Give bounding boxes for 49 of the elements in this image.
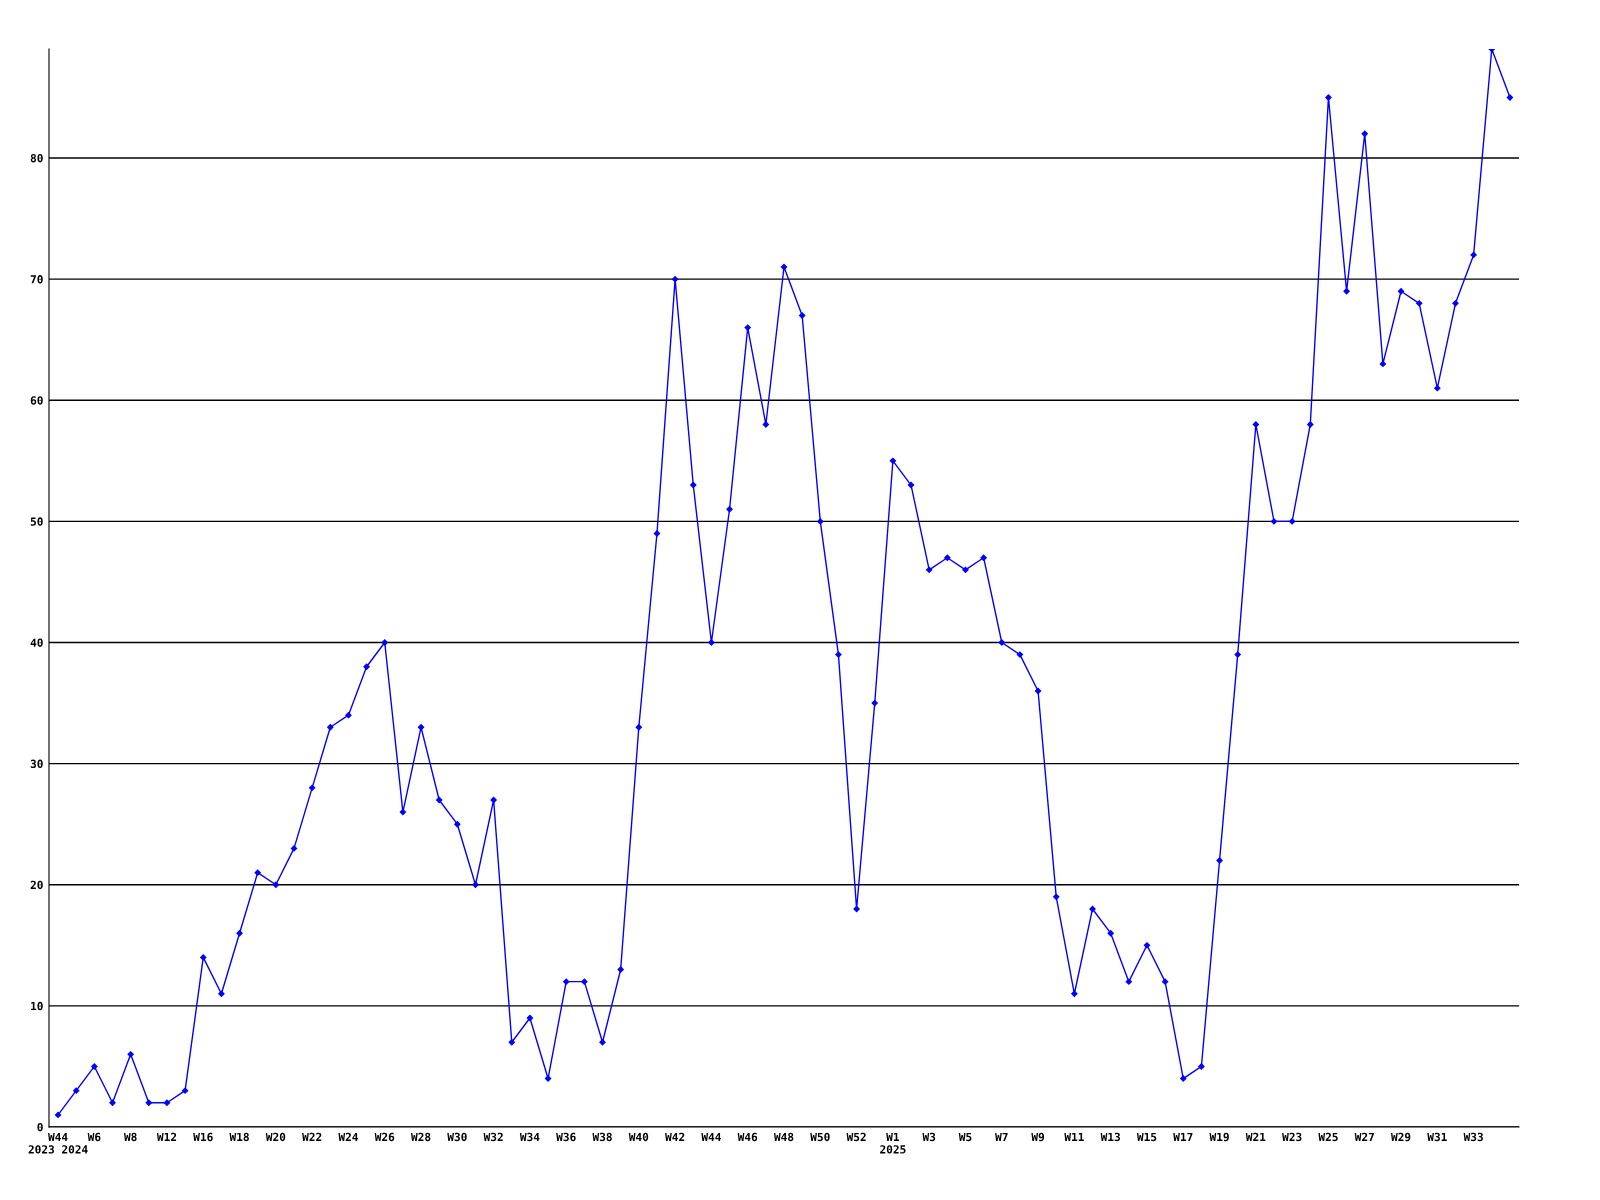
x-tick-label: W30 bbox=[447, 1132, 467, 1142]
x-tick-label: W52 bbox=[846, 1132, 866, 1142]
x-tick-label: W40 bbox=[628, 1132, 649, 1142]
x-tick-label: W50 bbox=[810, 1132, 830, 1142]
x-tick-label: W21 bbox=[1245, 1132, 1266, 1141]
x-tick-label: W22 bbox=[302, 1132, 322, 1141]
x-tick-label: W31 bbox=[1427, 1132, 1447, 1142]
x-tick-label: W23 bbox=[1282, 1132, 1302, 1142]
y-tick-label: 50 bbox=[30, 517, 43, 526]
x-tick-label: W8 bbox=[123, 1132, 137, 1142]
x-tick-label: W24 bbox=[338, 1132, 358, 1141]
x-tick-label: W34 bbox=[519, 1132, 540, 1142]
x-tick-label: W25 bbox=[1318, 1132, 1338, 1142]
x-tick-label: W18 bbox=[229, 1132, 249, 1142]
x-tick-label: W20 bbox=[265, 1132, 286, 1142]
x-tick-label: W13 bbox=[1100, 1132, 1120, 1142]
x-tick-label: W27 bbox=[1354, 1132, 1374, 1141]
x-tick-label: W11 bbox=[1064, 1132, 1084, 1141]
x-tick-label: W32 bbox=[483, 1132, 503, 1142]
x-tick-label: W36 bbox=[556, 1132, 576, 1142]
y-tick-label: 40 bbox=[30, 638, 43, 647]
x-tick-label: W19 bbox=[1209, 1132, 1229, 1142]
y-tick-label: 30 bbox=[30, 759, 43, 769]
x-tick-label: W17 bbox=[1173, 1132, 1193, 1141]
y-tick-label: 20 bbox=[30, 880, 43, 890]
y-tick-label: 0 bbox=[37, 1122, 43, 1132]
x-tick-label: W16 bbox=[193, 1132, 213, 1142]
x-tick-label: W38 bbox=[592, 1132, 612, 1142]
x-tick-label: W3 bbox=[922, 1132, 936, 1142]
x-tick-label: W5 bbox=[958, 1132, 972, 1142]
x-tick-label: W1 2025 bbox=[880, 1132, 906, 1154]
x-tick-label: W26 bbox=[374, 1132, 395, 1142]
x-tick-label: W12 bbox=[156, 1132, 177, 1141]
x-tick-label: W6 bbox=[87, 1132, 101, 1142]
x-tick-label: W46 bbox=[737, 1132, 758, 1142]
x-tick-label: W42 bbox=[665, 1132, 685, 1141]
x-tick-label: W33 bbox=[1463, 1132, 1483, 1142]
x-tick-label: W28 bbox=[411, 1132, 431, 1142]
x-tick-label: W9 bbox=[1031, 1132, 1045, 1142]
x-tick-label: W7 bbox=[995, 1132, 1008, 1141]
y-tick-label: 10 bbox=[31, 1001, 43, 1011]
x-tick-label: W44 bbox=[701, 1132, 721, 1141]
y-tick-label: 70 bbox=[30, 275, 43, 284]
x-tick-label: W48 bbox=[773, 1132, 794, 1142]
y-tick-label: 80 bbox=[30, 153, 43, 163]
x-tick-label: W29 bbox=[1391, 1132, 1411, 1142]
x-tick-label: W44 2023 2024 bbox=[28, 1132, 88, 1154]
x-tick-label: W15 bbox=[1136, 1132, 1157, 1142]
y-tick-label: 60 bbox=[30, 396, 43, 405]
